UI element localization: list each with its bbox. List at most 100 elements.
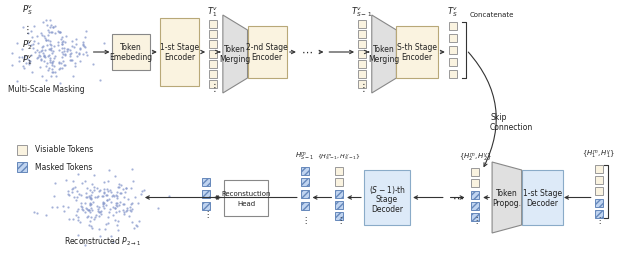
- Point: [94, 205, 104, 209]
- Point: [152, 206, 163, 210]
- Bar: [209, 40, 217, 48]
- Point: [125, 208, 135, 212]
- Text: $\{H_1^m, H_1^v\}$: $\{H_1^m, H_1^v\}$: [582, 149, 615, 161]
- Point: [59, 63, 69, 67]
- Point: [113, 227, 123, 232]
- Bar: [301, 190, 308, 198]
- Point: [35, 57, 45, 61]
- Point: [116, 183, 127, 187]
- Text: $\{H_2^m, H_2^v\}$: $\{H_2^m, H_2^v\}$: [459, 152, 492, 164]
- Point: [111, 194, 122, 198]
- Point: [45, 18, 55, 22]
- Text: Propog.: Propog.: [492, 199, 522, 208]
- Point: [80, 35, 90, 39]
- Point: [72, 232, 83, 237]
- Point: [75, 47, 85, 51]
- Point: [56, 37, 66, 41]
- Point: [12, 40, 22, 45]
- Point: [110, 206, 120, 210]
- Point: [39, 54, 49, 58]
- Point: [100, 226, 110, 231]
- Text: $P_S^v$: $P_S^v$: [22, 3, 33, 17]
- Point: [108, 193, 118, 198]
- Point: [111, 193, 121, 197]
- Text: Token: Token: [224, 45, 246, 54]
- Point: [93, 207, 103, 211]
- Point: [132, 201, 143, 205]
- Text: $\vdots$: $\vdots$: [358, 81, 365, 95]
- Point: [121, 209, 131, 214]
- Bar: [358, 80, 366, 88]
- Point: [101, 193, 111, 197]
- Point: [26, 29, 36, 33]
- Point: [46, 43, 56, 47]
- Point: [97, 201, 108, 205]
- Bar: [449, 46, 456, 54]
- Point: [52, 205, 62, 209]
- Point: [24, 59, 35, 64]
- Point: [75, 46, 85, 50]
- Point: [84, 208, 95, 212]
- Point: [46, 30, 56, 35]
- Text: Stage: Stage: [376, 195, 398, 204]
- Point: [47, 63, 57, 68]
- Point: [102, 197, 113, 202]
- Point: [104, 168, 115, 172]
- Point: [115, 200, 125, 204]
- Point: [57, 42, 67, 46]
- Point: [92, 186, 102, 191]
- Point: [92, 195, 102, 199]
- Point: [46, 23, 56, 28]
- Point: [113, 218, 123, 223]
- Point: [27, 35, 37, 40]
- Polygon shape: [492, 162, 522, 233]
- Text: $(S-1)$-th: $(S-1)$-th: [369, 183, 406, 196]
- Point: [80, 210, 90, 214]
- Point: [86, 215, 96, 220]
- Point: [127, 201, 137, 205]
- Point: [163, 194, 173, 199]
- Point: [72, 54, 83, 59]
- Point: [17, 55, 27, 59]
- Point: [108, 212, 118, 217]
- Text: Token: Token: [373, 45, 395, 54]
- Point: [85, 194, 95, 199]
- Point: [34, 53, 44, 57]
- Text: $\vdots$: $\vdots$: [22, 23, 29, 37]
- Point: [65, 54, 76, 58]
- Bar: [209, 30, 217, 38]
- Point: [46, 48, 56, 52]
- Text: $\cdots$: $\cdots$: [301, 47, 312, 57]
- Point: [86, 202, 96, 207]
- Point: [104, 188, 115, 192]
- Point: [125, 202, 136, 206]
- Point: [125, 205, 135, 209]
- Point: [82, 206, 92, 211]
- Point: [29, 39, 39, 43]
- Point: [85, 201, 95, 206]
- Point: [98, 193, 108, 198]
- Point: [118, 194, 129, 199]
- Point: [113, 184, 123, 189]
- Point: [114, 181, 124, 186]
- Point: [77, 52, 88, 56]
- Point: [45, 46, 56, 51]
- Text: Encoder: Encoder: [164, 54, 195, 62]
- Point: [76, 204, 86, 208]
- Point: [12, 79, 22, 83]
- Point: [73, 215, 83, 220]
- Point: [18, 64, 28, 68]
- Point: [48, 69, 58, 74]
- Point: [74, 192, 84, 196]
- Text: $\{H_{S-1}^m,H_{S-1}^v\}$: $\{H_{S-1}^m,H_{S-1}^v\}$: [317, 152, 361, 162]
- Point: [45, 25, 55, 29]
- Point: [41, 78, 51, 82]
- Point: [113, 209, 124, 213]
- Point: [124, 214, 134, 218]
- Point: [79, 43, 89, 48]
- Bar: [358, 40, 366, 48]
- Point: [47, 60, 58, 64]
- Point: [34, 50, 44, 54]
- Point: [77, 40, 88, 44]
- Point: [113, 185, 124, 189]
